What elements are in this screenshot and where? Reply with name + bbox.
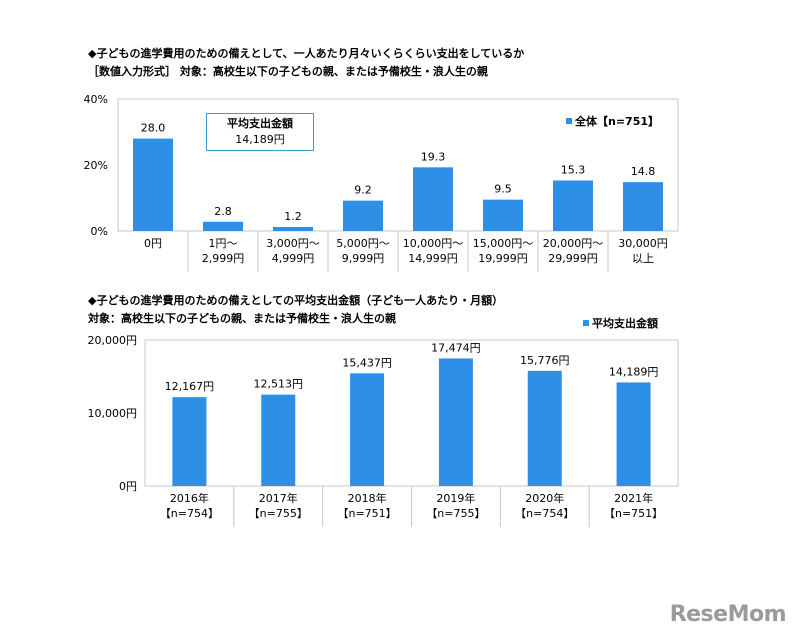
c2-bar xyxy=(438,358,473,486)
c1-category-label: 10,000円～ 14,999円 xyxy=(403,237,464,265)
c1-bar xyxy=(553,180,593,231)
c2-bar xyxy=(616,382,651,486)
c2-ytick-label: 20,000円 xyxy=(88,334,138,347)
c1-value-label: 19.3 xyxy=(421,150,446,163)
c2-bar xyxy=(261,394,296,486)
c1-value-label: 14.8 xyxy=(631,165,656,178)
c2-value-label: 17,474円 xyxy=(431,341,481,354)
chart2-title: ◆子どもの進学費用のための備えとしての平均支出金額（子ども一人あたり・月額） xyxy=(88,294,504,307)
c2-bar xyxy=(172,397,207,486)
c2-value-label: 15,776円 xyxy=(520,354,570,367)
c1-legend-label: 全体【n=751】 xyxy=(574,114,659,128)
c1-category-label: 30,000円以上 xyxy=(618,237,668,265)
c1-value-label: 2.8 xyxy=(214,205,232,218)
chart2-subtitle: 対象：高校生以下の子どもの親、または予備校生・浪人生の親 xyxy=(88,312,396,325)
c2-value-label: 12,167円 xyxy=(165,380,215,393)
c2-bar xyxy=(350,373,385,486)
average-box-value: 14,189円 xyxy=(235,133,285,146)
c1-category-label: 1円～ 2,999円 xyxy=(202,237,245,265)
c1-ytick-label: 40% xyxy=(84,93,108,106)
c1-bar xyxy=(483,199,523,231)
c1-category-label: 0円 xyxy=(144,237,162,250)
c2-bar xyxy=(527,370,562,486)
c1-legend-swatch xyxy=(566,118,572,124)
c2-legend-label: 平均支出金額 xyxy=(592,316,658,330)
chart1-subtitle: ［数値入力形式］ 対象：高校生以下の子どもの親、または予備校生・浪人生の親 xyxy=(88,65,488,78)
c1-value-label: 9.5 xyxy=(494,183,512,196)
c1-bar xyxy=(133,138,173,231)
c1-ytick-label: 20% xyxy=(84,159,108,172)
c1-category-label: 3,000円～ 4,999円 xyxy=(266,237,320,265)
c2-value-label: 14,189円 xyxy=(609,365,659,378)
c2-value-label: 15,437円 xyxy=(342,356,392,369)
average-box-label: 平均支出金額 xyxy=(227,117,293,130)
c2-plot-frame xyxy=(144,339,679,487)
c2-value-label: 12,513円 xyxy=(254,378,304,391)
c2-category-label: 2016年【n=754】 xyxy=(160,491,219,520)
c1-bar xyxy=(273,227,313,231)
c1-value-label: 1.2 xyxy=(284,210,302,223)
c1-category-label: 15,000円～ 19,999円 xyxy=(473,237,534,265)
c1-category-label: 20,000円～ 29,999円 xyxy=(543,237,604,265)
c1-value-label: 28.0 xyxy=(141,122,166,135)
c1-bar xyxy=(203,221,243,231)
c1-bar xyxy=(413,167,453,231)
c2-category-label: 2017年【n=755】 xyxy=(249,491,308,520)
c1-bar xyxy=(343,200,383,231)
c1-category-label: 5,000円～ 9,999円 xyxy=(336,237,390,265)
c1-value-label: 9.2 xyxy=(354,184,372,197)
average-box: 平均支出金額 14,189円 xyxy=(206,113,314,151)
chart1-title: ◆子どもの進学費用のための備えとして、一人あたり月々いくらくらい支出をしているか xyxy=(88,47,525,60)
c2-category-label: 2020年【n=754】 xyxy=(515,491,574,520)
c1-ytick-label: 0% xyxy=(91,225,108,238)
c2-ytick-label: 10,000円 xyxy=(88,407,138,420)
c1-bar xyxy=(623,182,663,231)
resemom-logo: ReseMom xyxy=(669,602,787,627)
c1-value-label: 15.3 xyxy=(561,164,586,177)
c2-legend-swatch xyxy=(583,320,589,326)
c2-category-label: 2018年【n=751】 xyxy=(337,491,396,520)
c2-category-label: 2019年【n=755】 xyxy=(426,491,485,520)
c2-category-label: 2021年【n=751】 xyxy=(604,491,663,520)
c2-ytick-label: 0円 xyxy=(119,480,137,493)
